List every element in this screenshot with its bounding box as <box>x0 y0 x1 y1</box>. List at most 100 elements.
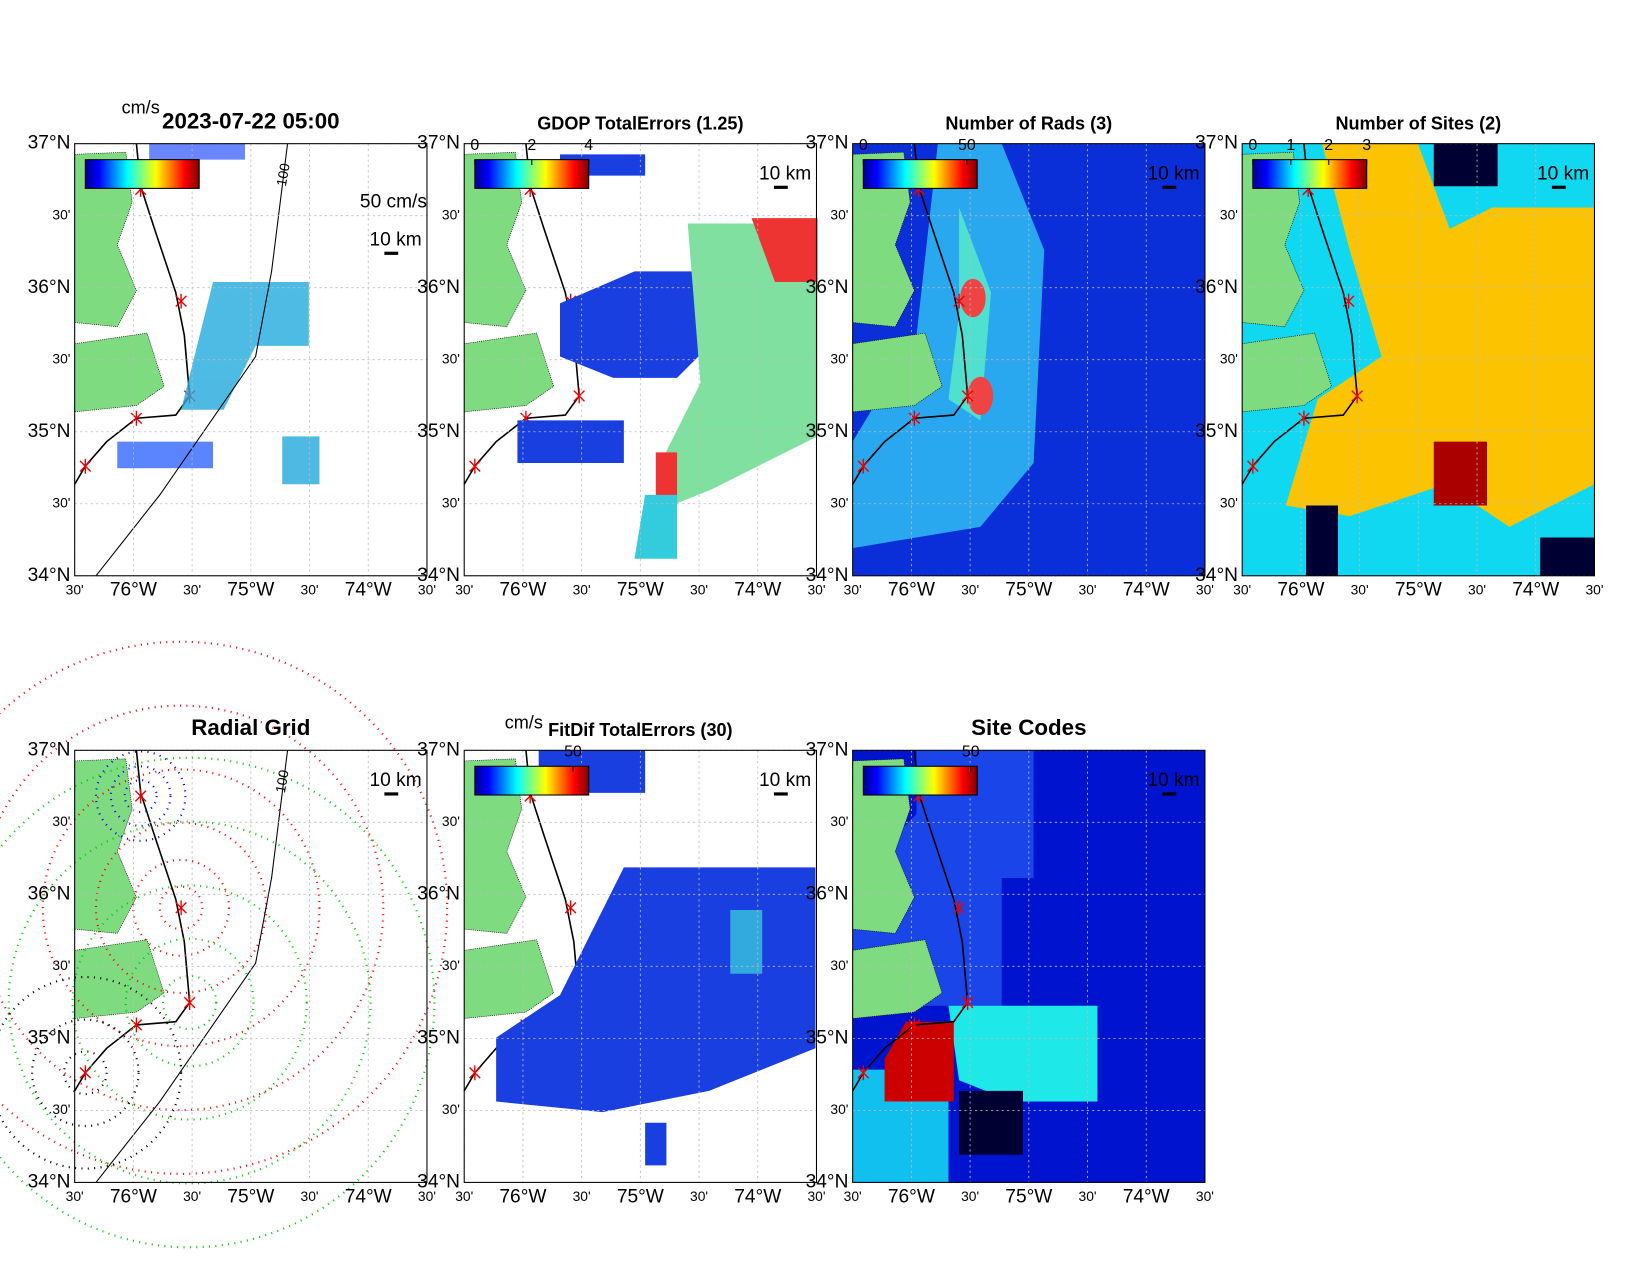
colorbar-tick-label: 50 <box>962 744 980 761</box>
panel-title: Site Codes <box>971 715 1086 740</box>
colorbar-tick-label: 4 <box>584 137 593 154</box>
y-tick-label: 35°N <box>806 1027 849 1048</box>
x-tick-label: 75°W <box>617 1186 664 1207</box>
y-tick-label: 34°N <box>1195 565 1238 586</box>
y-tick-label: 35°N <box>1195 421 1238 442</box>
y-tick-label: 37°N <box>28 133 71 154</box>
x-tick-label: 30' <box>573 581 591 597</box>
axes-frame <box>74 143 428 577</box>
axes-frame <box>463 749 818 1183</box>
colorbar-tick-label: 2 <box>1324 137 1333 154</box>
axes-frame <box>463 143 818 577</box>
colorbar <box>862 765 978 796</box>
y-tick-label: 30' <box>52 1101 70 1117</box>
x-tick-label: 74°W <box>1123 580 1170 601</box>
x-tick-label: 76°W <box>888 1186 935 1207</box>
colorbar-tick-label: 0 <box>1248 137 1257 154</box>
x-tick-label: 30' <box>301 1188 319 1204</box>
x-tick-label: 74°W <box>345 580 392 601</box>
y-tick-label: 34°N <box>806 1171 849 1192</box>
x-tick-label: 30' <box>455 581 473 597</box>
x-tick-label: 74°W <box>734 1186 781 1207</box>
colorbar-tick-label: 1 <box>1286 137 1295 154</box>
contour-label: 100 <box>272 768 292 794</box>
x-tick-label: 30' <box>418 1188 436 1204</box>
x-tick-label: 30' <box>961 581 979 597</box>
x-tick-label: 30' <box>1196 581 1214 597</box>
y-tick-label: 30' <box>830 350 848 366</box>
panel-title: Number of Sites (2) <box>1335 113 1501 133</box>
y-tick-label: 37°N <box>806 739 849 760</box>
y-tick-label: 36°N <box>417 883 460 904</box>
y-tick-label: 30' <box>830 494 848 510</box>
y-tick-label: 37°N <box>806 133 849 154</box>
x-tick-label: 75°W <box>227 1186 274 1207</box>
coastline <box>73 142 196 486</box>
vector-scale-label: 50 cm/s <box>360 191 427 212</box>
panel: 30' 76°W 30' 75°W 30' 74°W 30' 37°N 30' 36°N 30' 35… <box>28 97 436 600</box>
x-tick-label: 75°W <box>617 580 664 601</box>
x-tick-label: 30' <box>573 1188 591 1204</box>
panel: 30' 76°W 30' 75°W 30' 74°W 30' 37°N 30' 36°N 30' 35… <box>417 712 825 1207</box>
y-tick-label: 37°N <box>417 739 460 760</box>
x-tick-label: 30' <box>66 581 84 597</box>
x-tick-label: 76°W <box>110 1186 157 1207</box>
x-tick-label: 30' <box>1468 581 1486 597</box>
y-tick-label: 35°N <box>28 1027 71 1048</box>
y-tick-label: 35°N <box>417 421 460 442</box>
panel: 30' 76°W 30' 75°W 30' 74°W 30' 37°N 30' 36°N 30' 35… <box>806 715 1214 1207</box>
colorbar <box>862 159 978 189</box>
x-tick-label: 30' <box>183 1188 201 1204</box>
scale-label: 10 km <box>1147 770 1199 791</box>
y-tick-label: 30' <box>1220 494 1238 510</box>
scale-label: 10 km <box>759 164 811 185</box>
x-tick-label: 30' <box>1079 581 1097 597</box>
panel: 30' 76°W 30' 75°W 30' 74°W 30' 37°N 30' 36°N 30' 35… <box>0 640 449 1249</box>
y-tick-label: 30' <box>52 813 70 829</box>
scale-label: 10 km <box>370 770 422 791</box>
axes-frame <box>852 749 1206 1183</box>
x-tick-label: 30' <box>418 581 436 597</box>
y-tick-label: 30' <box>442 494 460 510</box>
y-tick-label: 34°N <box>417 1171 460 1192</box>
y-tick-label: 30' <box>52 350 70 366</box>
y-tick-label: 30' <box>442 813 460 829</box>
x-tick-label: 30' <box>690 1188 708 1204</box>
x-tick-label: 75°W <box>1005 1186 1052 1207</box>
y-tick-label: 30' <box>442 206 460 222</box>
scale-label: 10 km <box>370 230 422 251</box>
y-tick-label: 36°N <box>28 277 71 298</box>
scale-label: 10 km <box>759 770 811 791</box>
panel-title: Radial Grid <box>191 715 310 740</box>
colorbar-tick-label: 0 <box>470 137 479 154</box>
colorbar-tick-label: 3 <box>1362 137 1371 154</box>
y-tick-label: 30' <box>1220 350 1238 366</box>
x-tick-label: 75°W <box>1005 580 1052 601</box>
colorbar-tick-label: 0 <box>859 137 868 154</box>
panel-title: Number of Rads (3) <box>945 113 1112 133</box>
colorbar-tick-label: 50 <box>958 137 976 154</box>
scale-label: 10 km <box>1537 164 1589 185</box>
y-tick-label: 30' <box>442 1101 460 1117</box>
scale-label: 10 km <box>1147 164 1199 185</box>
x-tick-label: 30' <box>1079 1188 1097 1204</box>
y-tick-label: 37°N <box>417 133 460 154</box>
x-tick-label: 30' <box>1233 581 1251 597</box>
x-tick-label: 75°W <box>227 580 274 601</box>
panel-title: 2023-07-22 05:00 <box>162 108 340 133</box>
x-tick-label: 76°W <box>499 580 546 601</box>
y-tick-label: 30' <box>830 206 848 222</box>
y-tick-label: 30' <box>830 1101 848 1117</box>
y-tick-label: 36°N <box>28 883 71 904</box>
colorbar-unit: cm/s <box>505 712 543 732</box>
axes-frame <box>852 143 1206 577</box>
x-tick-label: 74°W <box>1123 1186 1170 1207</box>
y-tick-label: 34°N <box>28 1171 71 1192</box>
y-tick-label: 36°N <box>417 277 460 298</box>
x-tick-label: 74°W <box>734 580 781 601</box>
x-tick-label: 30' <box>301 581 319 597</box>
colorbar <box>84 159 200 189</box>
x-tick-label: 30' <box>1196 1188 1214 1204</box>
